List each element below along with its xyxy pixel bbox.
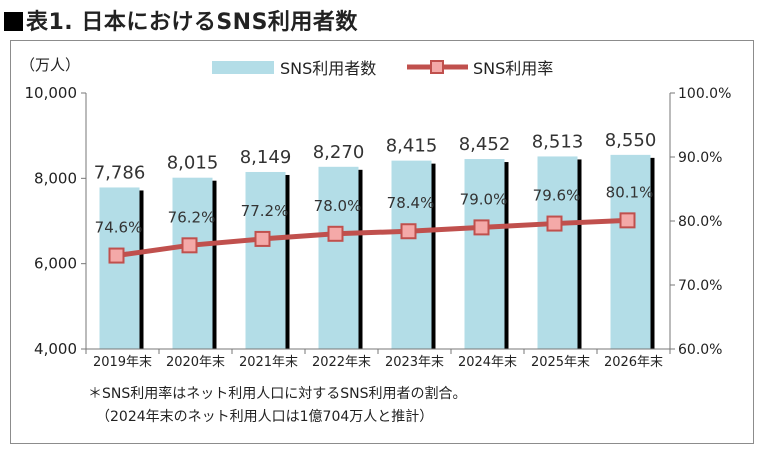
x-tick-label: 2023年末 [385,355,444,370]
footnote-2: （2024年末のネット利用人口は1億704万人と推計） [96,409,434,425]
bar [464,159,505,349]
chart-title: 表1. 日本におけるSNS利用者数 [4,4,358,36]
bar [537,156,578,349]
rate-marker [400,223,417,240]
legend-line-marker [430,60,444,74]
legend-bar-label: SNS利用者数 [280,59,376,78]
bar-shadow [139,190,144,349]
bar-value-label: 8,270 [313,142,365,163]
bar-shadow [285,174,290,349]
legend-bar-swatch [212,61,274,74]
bar [610,154,651,349]
right-tick-label: 90.0% [678,150,722,166]
right-tick-label: 100.0% [678,86,731,102]
x-tick-label: 2020年末 [166,355,225,370]
bar-shadow [431,163,436,349]
right-tick-label: 60.0% [678,342,722,358]
rate-marker [181,237,198,254]
left-tick-label: 6,000 [34,255,77,273]
rate-value-label: 78.0% [314,197,362,215]
x-tick-label: 2024年末 [458,355,517,370]
rate-marker [473,219,490,236]
legend-line-label: SNS利用率 [473,59,553,78]
rate-marker [619,212,636,229]
bar [99,187,140,349]
bar [172,177,213,349]
rate-value-label: 79.6% [533,187,581,205]
x-tick-label: 2025年末 [531,355,590,370]
x-tick-label: 2022年末 [312,355,371,370]
left-tick-label: 8,000 [34,169,77,187]
footnote-1: ＊SNS利用率はネット利用人口に対するSNS利用者の割合。 [88,386,467,402]
x-tick-label: 2026年末 [604,355,663,370]
bar-shadow [504,162,509,349]
bar [391,160,432,349]
bar [245,171,286,349]
bar-value-label: 8,452 [459,134,511,155]
rate-marker [254,230,271,247]
rate-value-label: 74.6% [95,219,143,237]
rate-value-label: 77.2% [241,202,289,220]
rate-marker [327,225,344,242]
left-axis-unit: （万人） [20,56,80,74]
bar-value-label: 7,786 [94,162,146,183]
left-tick-label: 10,000 [25,84,78,102]
chart-title-text: 表1. 日本におけるSNS利用者数 [26,10,358,35]
right-tick-label: 70.0% [678,278,722,294]
x-tick-label: 2021年末 [239,355,298,370]
bar-shadow [212,180,217,349]
rate-value-label: 80.1% [606,183,654,201]
left-tick-label: 4,000 [34,340,77,358]
rate-value-label: 78.4% [387,194,435,212]
bar-shadow [358,169,363,349]
bar-value-label: 8,015 [167,153,219,174]
bar-value-label: 8,149 [240,147,292,168]
rate-marker [546,215,563,232]
rate-value-label: 79.0% [460,190,508,208]
rate-value-label: 76.2% [168,208,216,226]
bar-value-label: 8,513 [532,131,584,152]
bar-shadow [650,157,655,349]
right-tick-label: 80.0% [678,214,722,230]
x-tick-label: 2019年末 [93,355,152,370]
bar-shadow [577,159,582,349]
rate-line [116,217,628,259]
title-bullet-icon [4,12,23,31]
bar-value-label: 8,550 [605,130,657,151]
bar-value-label: 8,415 [386,136,438,157]
bar [318,166,359,349]
rate-marker [108,247,125,264]
